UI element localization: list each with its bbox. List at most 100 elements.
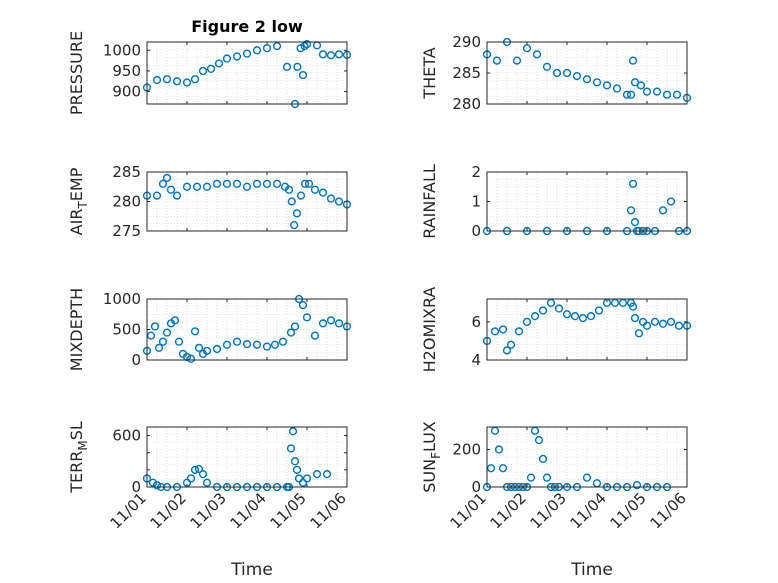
data-point [662, 90, 672, 99]
y-axis-label: THETA [420, 47, 439, 99]
grid [147, 299, 347, 360]
subplot-3: 275 280 285 AIRTEMP [67, 163, 352, 240]
y-tick-label: 900 [112, 83, 141, 101]
data-point [326, 51, 336, 60]
data-point [542, 473, 552, 482]
data-point [252, 46, 262, 55]
data-point [287, 197, 296, 206]
data-point [562, 310, 572, 319]
data-point [498, 325, 508, 334]
data-point [538, 306, 548, 315]
data-point [186, 474, 196, 483]
data-point [194, 464, 204, 474]
y-tick-label: 500 [112, 321, 141, 339]
data-point [506, 340, 516, 349]
data-point [512, 56, 522, 65]
data-point [194, 343, 204, 352]
data-point [300, 179, 310, 188]
data-point [630, 218, 640, 227]
data-point [310, 331, 320, 340]
data-point [272, 42, 282, 51]
data-point [322, 470, 332, 479]
data-point [334, 319, 344, 328]
data-point [326, 194, 336, 203]
data-point [494, 445, 504, 454]
subplot-5: 0 500 1000 MIXDEPTH [67, 288, 352, 371]
data-point [292, 465, 302, 474]
data-point [158, 179, 168, 188]
data-point [222, 340, 232, 349]
data-point [190, 75, 200, 84]
data-point [534, 436, 544, 445]
data-point [222, 179, 232, 188]
data-point [222, 54, 232, 63]
y-tick-label: 280 [112, 193, 141, 211]
x-tick-label: 11/01 [107, 489, 150, 532]
data-point [262, 179, 272, 188]
data-point [286, 328, 296, 337]
data-point [526, 473, 536, 482]
series-markers [482, 298, 692, 355]
data-point [282, 62, 292, 71]
x-tick-label: 11/05 [267, 489, 310, 532]
data-point [570, 312, 580, 321]
axes-box [486, 41, 688, 105]
data-point [170, 316, 180, 325]
data-point [628, 179, 638, 188]
y-axis-label: RAINFALL [420, 164, 439, 239]
x-tick-label: 11/04 [227, 489, 270, 532]
y-tick-label: 280 [452, 95, 481, 113]
axes-box [486, 171, 688, 232]
data-point [552, 68, 562, 78]
y-tick-label: 0 [131, 351, 141, 369]
data-point [154, 343, 164, 352]
data-point [162, 328, 172, 337]
data-point [492, 56, 502, 65]
x-tick-label: 11/02 [147, 489, 190, 532]
data-point [572, 71, 582, 81]
data-point [666, 197, 676, 206]
y-tick-label: 275 [112, 222, 141, 240]
y-axis-label: AIRTEMP [67, 167, 90, 235]
data-point [634, 329, 644, 338]
data-point [632, 481, 642, 490]
data-point [652, 87, 662, 96]
data-point [206, 64, 216, 73]
data-point [242, 49, 252, 58]
data-point [522, 317, 532, 326]
data-point [318, 50, 328, 59]
data-point [302, 39, 312, 49]
data-point [582, 75, 592, 84]
data-point [594, 306, 604, 315]
data-point [622, 90, 632, 99]
data-point [152, 481, 162, 490]
subplot-2: 280 285 290 THETA [420, 33, 692, 113]
data-point [172, 77, 182, 86]
data-point [166, 185, 176, 194]
x-axis-label: Time [230, 560, 273, 580]
data-point [290, 457, 300, 466]
axes-box [486, 426, 688, 488]
y-tick-label: 290 [452, 33, 481, 51]
data-point [658, 206, 668, 215]
data-point [658, 319, 668, 328]
data-point [642, 321, 652, 330]
y-tick-label: 6 [471, 313, 481, 331]
subplot-1: 900 950 1000 PRESSURE Figure 2 low [67, 17, 352, 115]
x-tick-label: 11/04 [567, 489, 610, 532]
y-tick-label: 1 [471, 193, 481, 211]
data-point [674, 321, 684, 330]
x-tick-label: 11/03 [527, 489, 570, 532]
data-point [296, 191, 306, 200]
data-point [522, 44, 532, 53]
grid [147, 42, 347, 104]
data-point [586, 312, 596, 321]
x-tick-label: 11/05 [607, 489, 650, 532]
series-markers [142, 173, 352, 230]
data-point [182, 78, 192, 87]
data-point [214, 59, 224, 68]
data-point [602, 81, 612, 90]
data-point [290, 221, 299, 230]
data-point [198, 470, 208, 479]
data-point [582, 473, 592, 482]
